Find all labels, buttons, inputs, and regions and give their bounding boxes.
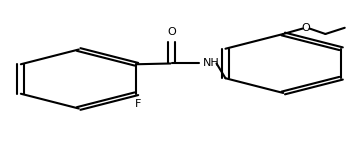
Text: F: F — [135, 99, 141, 109]
Text: O: O — [302, 23, 310, 33]
Text: O: O — [167, 27, 176, 37]
Text: NH: NH — [203, 58, 220, 68]
